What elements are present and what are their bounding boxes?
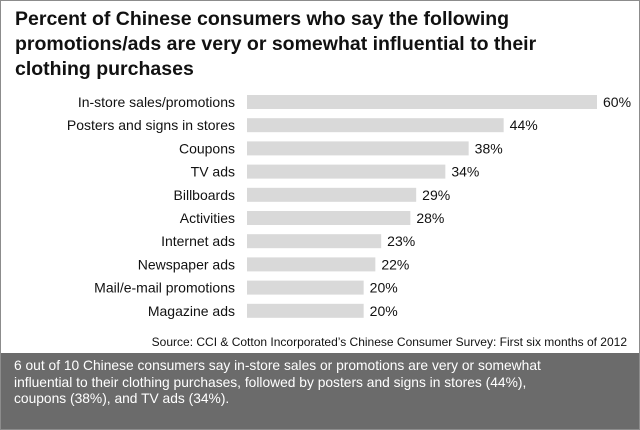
category-label: In-store sales/promotions bbox=[78, 94, 235, 110]
value-label: 20% bbox=[370, 303, 398, 319]
value-label: 29% bbox=[422, 187, 450, 203]
category-label: Coupons bbox=[179, 140, 235, 156]
value-label: 28% bbox=[416, 210, 444, 226]
value-label: 20% bbox=[370, 280, 398, 296]
chart-title: Percent of Chinese consumers who say the… bbox=[15, 7, 625, 82]
value-label: 34% bbox=[451, 164, 479, 180]
category-label: TV ads bbox=[191, 164, 235, 180]
caption-line-3: coupons (38%), and TV ads (34%). bbox=[14, 391, 230, 406]
title-line-1: Percent of Chinese consumers who say the… bbox=[15, 8, 510, 30]
bar bbox=[247, 211, 411, 225]
category-label: Billboards bbox=[174, 187, 235, 203]
source-note: Source: CCI & Cotton Incorporated’s Chin… bbox=[151, 335, 627, 349]
bars-layer: In-store sales/promotions 60% Posters and … bbox=[67, 94, 631, 319]
value-label: 22% bbox=[381, 256, 409, 272]
bar bbox=[247, 187, 417, 202]
caption-line-1: 6 out of 10 Chinese consumers say in-sto… bbox=[14, 358, 541, 373]
bar bbox=[247, 164, 446, 179]
value-label: 44% bbox=[510, 117, 538, 133]
category-label: Activities bbox=[180, 210, 235, 226]
category-label: Newspaper ads bbox=[138, 256, 235, 272]
bar bbox=[247, 234, 382, 249]
value-label: 60% bbox=[603, 94, 631, 110]
bar bbox=[247, 280, 364, 295]
bar bbox=[247, 118, 504, 133]
value-label: 38% bbox=[475, 140, 503, 156]
title-line-2: promotions/ads are very or somewhat infl… bbox=[15, 33, 537, 55]
summary-caption: 6 out of 10 Chinese consumers say in-sto… bbox=[1, 353, 639, 429]
caption-line-2: influential to their clothing purchases,… bbox=[14, 374, 527, 390]
bar bbox=[247, 257, 376, 272]
title-line-3: clothing purchases bbox=[15, 58, 194, 80]
bar bbox=[247, 303, 364, 318]
value-label: 23% bbox=[387, 233, 415, 249]
category-label: Internet ads bbox=[161, 233, 235, 249]
bar bbox=[247, 95, 597, 109]
category-label: Mail/e-mail promotions bbox=[94, 280, 235, 296]
category-label: Posters and signs in stores bbox=[67, 117, 235, 133]
bar bbox=[247, 141, 469, 156]
category-label: Magazine ads bbox=[148, 303, 235, 319]
bar-chart: In-store sales/promotions 60% Posters and … bbox=[67, 94, 631, 319]
